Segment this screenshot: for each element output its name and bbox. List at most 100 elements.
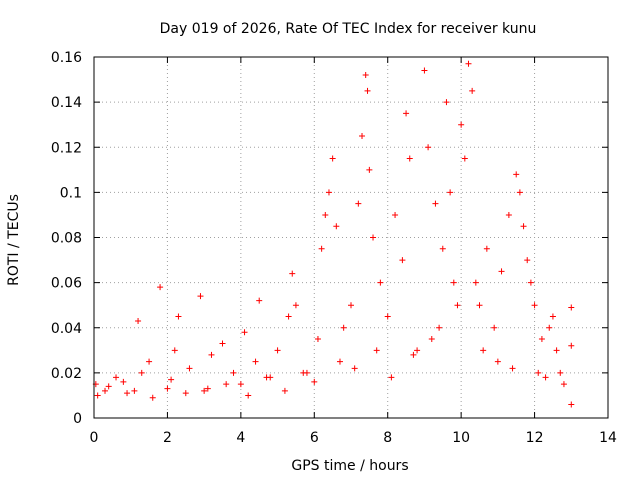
axis-ticks <box>93 56 609 419</box>
data-point <box>201 387 208 394</box>
y-tick-label: 0 <box>73 411 82 427</box>
data-point <box>348 302 354 309</box>
data-point <box>223 381 230 388</box>
data-point <box>322 211 329 218</box>
y-tick-label: 0.02 <box>51 366 82 382</box>
data-point <box>182 390 189 397</box>
data-point <box>483 245 490 252</box>
x-tick-labels: 0 2 4 6 8 10 12 14 <box>90 430 617 446</box>
data-point <box>241 329 248 336</box>
x-tick-label: 12 <box>526 430 544 446</box>
data-point <box>392 211 399 218</box>
data-point <box>553 347 560 354</box>
data-point <box>524 257 531 264</box>
data-point <box>421 67 428 74</box>
chart-title: Day 019 of 2026, Rate Of TEC Index for r… <box>160 21 537 37</box>
data-point <box>472 279 479 286</box>
x-axis-label: GPS time / hours <box>291 458 408 474</box>
data-point <box>461 155 468 162</box>
x-tick-label: 4 <box>236 430 245 446</box>
data-point <box>425 144 432 151</box>
data-point <box>410 351 417 358</box>
data-point <box>329 155 336 162</box>
data-point <box>120 378 127 385</box>
data-point <box>186 365 193 372</box>
data-point <box>281 387 288 394</box>
data-point <box>546 324 553 331</box>
data-point <box>289 270 296 277</box>
data-point <box>113 374 120 381</box>
data-point <box>230 369 237 376</box>
y-tick-label: 0.04 <box>51 321 82 337</box>
y-tick-label: 0.12 <box>51 140 82 156</box>
y-tick-label: 0.06 <box>51 276 82 292</box>
data-point <box>336 358 343 365</box>
data-point <box>516 189 523 196</box>
x-tick-label: 6 <box>310 430 319 446</box>
data-point <box>135 317 142 324</box>
x-tick-label: 0 <box>90 430 99 446</box>
data-point <box>131 387 138 394</box>
data-point <box>274 347 281 354</box>
data-point <box>149 394 156 401</box>
x-tick-label: 2 <box>163 430 172 446</box>
data-point <box>366 166 373 173</box>
data-point <box>197 293 204 300</box>
data-point <box>314 336 321 343</box>
data-point <box>105 383 112 390</box>
data-point <box>403 110 410 117</box>
data-point <box>450 279 457 286</box>
data-point <box>568 304 575 311</box>
y-tick-label: 0.1 <box>60 185 82 201</box>
data-point <box>476 302 483 309</box>
data-point <box>245 392 252 399</box>
data-point <box>538 336 545 343</box>
x-tick-label: 10 <box>452 430 470 446</box>
data-point <box>384 313 391 320</box>
data-point <box>168 376 175 383</box>
data-point <box>531 302 538 309</box>
data-point <box>175 313 182 320</box>
data-point <box>311 378 318 385</box>
data-point <box>458 121 465 128</box>
data-point <box>355 200 362 207</box>
x-tick-label: 14 <box>599 430 617 446</box>
data-point <box>549 313 556 320</box>
data-point <box>414 347 421 354</box>
data-point <box>542 374 549 381</box>
data-point <box>333 223 340 230</box>
data-point <box>138 369 145 376</box>
data-point <box>388 374 395 381</box>
data-point <box>292 302 299 309</box>
data-point <box>102 387 109 394</box>
data-point <box>509 365 516 372</box>
data-point <box>256 297 263 304</box>
data-point <box>267 374 274 381</box>
data-point <box>94 392 101 399</box>
data-point <box>146 358 153 365</box>
data-point <box>568 342 575 349</box>
data-point <box>157 284 164 291</box>
data-point <box>164 385 171 392</box>
data-point <box>447 189 454 196</box>
data-point <box>359 132 366 139</box>
data-point <box>480 347 487 354</box>
data-point <box>219 340 226 347</box>
data-point <box>432 200 439 207</box>
data-point <box>465 60 472 67</box>
data-point <box>491 324 498 331</box>
data-point <box>171 347 178 354</box>
data-point <box>527 279 534 286</box>
grid <box>94 57 608 418</box>
data-point <box>237 381 244 388</box>
x-tick-label: 8 <box>383 430 392 446</box>
data-point <box>520 223 527 230</box>
y-tick-label: 0.08 <box>51 231 82 247</box>
data-point <box>469 87 476 94</box>
data-point <box>498 268 505 275</box>
data-point <box>204 385 211 392</box>
data-point <box>399 257 406 264</box>
data-point <box>340 324 347 331</box>
data-point <box>373 347 380 354</box>
